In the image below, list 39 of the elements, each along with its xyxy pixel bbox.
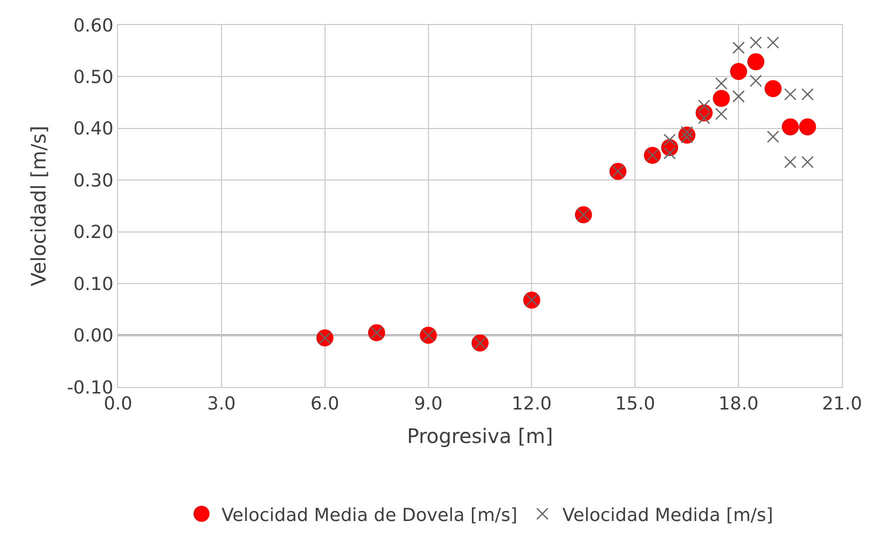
point	[750, 74, 762, 87]
point	[801, 88, 814, 100]
point	[801, 156, 814, 168]
y-tick-label: 0.40	[73, 118, 114, 140]
x-tick-label: 3.0	[207, 394, 236, 415]
x-tick-label: 18.0	[718, 394, 759, 415]
x-tick-label: 9.0	[414, 394, 443, 415]
point	[732, 90, 745, 103]
x-tick-label: 6.0	[310, 394, 340, 415]
x-tick-label: 12.0	[512, 394, 552, 415]
point	[698, 100, 710, 112]
point	[799, 118, 816, 136]
point	[663, 134, 676, 146]
x-tick-label: 0.0	[104, 394, 132, 415]
point	[747, 53, 764, 70]
legend-label: Velocidad Medida [m/s]	[562, 504, 774, 526]
y-axis-title: Velocidadl [m/s]	[26, 126, 50, 286]
point	[750, 36, 762, 49]
point	[715, 108, 728, 120]
point	[715, 77, 728, 90]
y-tick-label: 0.30	[73, 170, 114, 192]
point	[712, 90, 730, 107]
y-tick-label: 0.20	[73, 222, 114, 244]
point	[766, 36, 780, 49]
y-tick-label: 0.00	[73, 326, 114, 347]
point	[732, 42, 745, 54]
point	[784, 156, 796, 168]
x-tick-label: 15.0	[615, 394, 656, 415]
point	[730, 63, 748, 80]
y-tick-label: 0.50	[73, 67, 114, 88]
point	[784, 88, 796, 100]
x-tick-label: 21.0	[822, 394, 862, 415]
legend-label: Velocidad Media de Dovela [m/s]	[222, 504, 518, 526]
point	[782, 118, 799, 136]
y-tick-label: 0.60	[73, 15, 114, 36]
x-axis-title: Progresiva [m]	[406, 424, 554, 448]
point	[764, 80, 782, 98]
point	[766, 130, 780, 143]
y-tick-label: 0.10	[73, 274, 114, 295]
